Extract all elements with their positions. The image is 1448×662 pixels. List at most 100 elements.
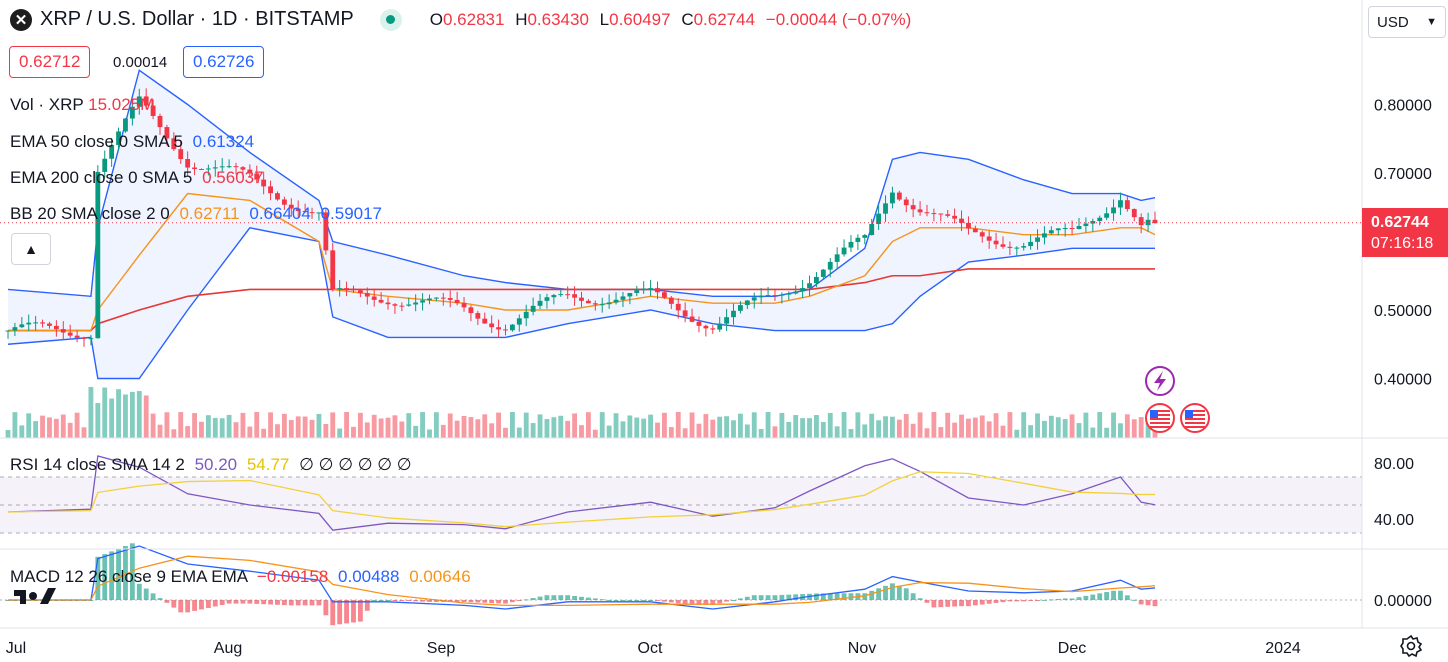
time-axis-tick: Aug — [214, 640, 242, 657]
gear-icon[interactable] — [1399, 634, 1423, 658]
volume-bar — [316, 413, 322, 438]
macd-histogram-bar — [226, 600, 232, 604]
volume-bar — [786, 421, 792, 438]
macd-histogram-bar — [592, 598, 598, 600]
candle-body — [1083, 223, 1089, 227]
bb-legend[interactable]: BB 20 SMA close 2 0 0.62711 0.66404 0.59… — [10, 204, 383, 223]
lightning-icon-bolt — [1154, 371, 1166, 391]
volume-bar — [793, 415, 799, 438]
macd-line — [8, 545, 1156, 610]
candle-body — [440, 297, 446, 299]
volume-bar — [509, 412, 515, 438]
macd-histogram-bar — [675, 600, 681, 604]
volume-bar — [675, 412, 681, 438]
candle-body — [47, 323, 52, 326]
candle-body — [876, 213, 882, 225]
candle-body — [226, 166, 232, 168]
us-flag-stripe — [1150, 410, 1170, 412]
macd-histogram-bar — [917, 598, 923, 600]
macd-histogram-bar — [945, 600, 951, 607]
lightning-icon — [1145, 366, 1175, 396]
volume-bar — [738, 413, 743, 438]
candle-body — [827, 261, 833, 270]
volume-bar — [413, 425, 419, 438]
volume-bar — [109, 398, 115, 438]
volume-bar — [399, 421, 405, 438]
ema200-legend[interactable]: EMA 200 close 0 SMA 5 0.56037 — [10, 168, 264, 187]
macd-histogram-bar — [364, 600, 370, 611]
volume-bar — [661, 412, 667, 438]
candle-body — [129, 106, 135, 119]
volume-bar — [945, 412, 951, 438]
volume-bar — [565, 420, 571, 438]
macd-histogram-bar — [641, 600, 647, 601]
sell-button[interactable]: 0.62712 — [9, 46, 91, 78]
volume-bar — [648, 414, 654, 438]
candle-body — [309, 212, 315, 214]
macd-histogram-bar — [199, 600, 204, 610]
volume-bar — [74, 412, 80, 438]
candle-body — [634, 290, 640, 294]
volume-bar — [848, 429, 854, 438]
volume-bar — [696, 423, 702, 438]
volume-bar — [433, 412, 439, 438]
macd-histogram-bar — [219, 600, 225, 606]
volume-bar — [475, 419, 481, 438]
collapse-legend-button[interactable]: ▲ — [11, 233, 51, 265]
macd-histogram-bar — [1055, 598, 1061, 600]
candle-body — [1097, 217, 1103, 222]
volume-bar — [281, 413, 287, 438]
volume-bar — [1014, 429, 1020, 438]
macd-histogram-bar — [565, 595, 571, 600]
macd-histogram-bar — [406, 600, 412, 601]
volume-bar — [523, 412, 529, 438]
volume-bar — [537, 414, 543, 438]
macd-histogram-bar — [323, 600, 329, 616]
macd-histogram-bar — [1138, 600, 1144, 605]
volume-bar — [47, 417, 52, 438]
macd-histogram-bar — [979, 600, 985, 605]
candle-body — [1021, 246, 1027, 248]
candle-body — [841, 247, 847, 255]
symbol-label[interactable]: XRP / U.S. Dollar · 1D · BITSTAMP — [40, 8, 354, 30]
ema50-legend[interactable]: EMA 50 close 0 SMA 5 0.61324 — [10, 132, 255, 151]
volume-bar — [1028, 425, 1034, 438]
candle-body — [1111, 207, 1116, 214]
macd-legend[interactable]: MACD 12 26 close 9 EMA EMA −0.00158 0.00… — [10, 567, 471, 586]
us-flag-stripe — [1150, 426, 1170, 428]
volume-bar — [81, 427, 87, 438]
volume-bar — [357, 412, 363, 438]
candle-body — [1007, 246, 1013, 248]
currency-select[interactable]: USD ▼ — [1368, 6, 1446, 38]
rsi-legend[interactable]: RSI 14 close SMA 14 2 50.20 54.77 ∅ ∅ ∅ … — [10, 455, 412, 474]
candle-body — [710, 328, 716, 330]
volume-bar — [136, 391, 142, 438]
volume-bar — [171, 429, 177, 438]
candle-body — [855, 237, 861, 242]
macd-histogram-bar — [281, 600, 287, 606]
buy-button[interactable]: 0.62726 — [183, 46, 265, 78]
volume-legend[interactable]: Vol · XRP 15.025M — [10, 95, 155, 114]
candle-body — [516, 318, 522, 325]
macd-histogram-bar — [1014, 600, 1020, 602]
volume-bar — [834, 426, 840, 438]
macd-histogram-bar — [275, 600, 280, 605]
candle-body — [219, 166, 225, 168]
price-axis-tick: 0.40000 — [1374, 372, 1432, 389]
candle-body — [585, 300, 591, 304]
chevron-down-icon: ▼ — [1426, 16, 1437, 28]
volume-bar — [150, 413, 156, 438]
candle-body — [1076, 226, 1082, 229]
volume-bar — [323, 424, 329, 438]
macd-histogram-bar — [758, 595, 764, 600]
volume-bar — [620, 421, 626, 438]
macd-histogram-bar — [496, 600, 502, 604]
candle-body — [668, 297, 674, 304]
volume-bar — [1118, 423, 1123, 438]
candle-body — [399, 305, 405, 307]
market-status-icon[interactable] — [379, 8, 402, 31]
candle-body — [454, 299, 460, 304]
macd-histogram-bar — [814, 593, 819, 600]
candle-body — [433, 297, 439, 299]
